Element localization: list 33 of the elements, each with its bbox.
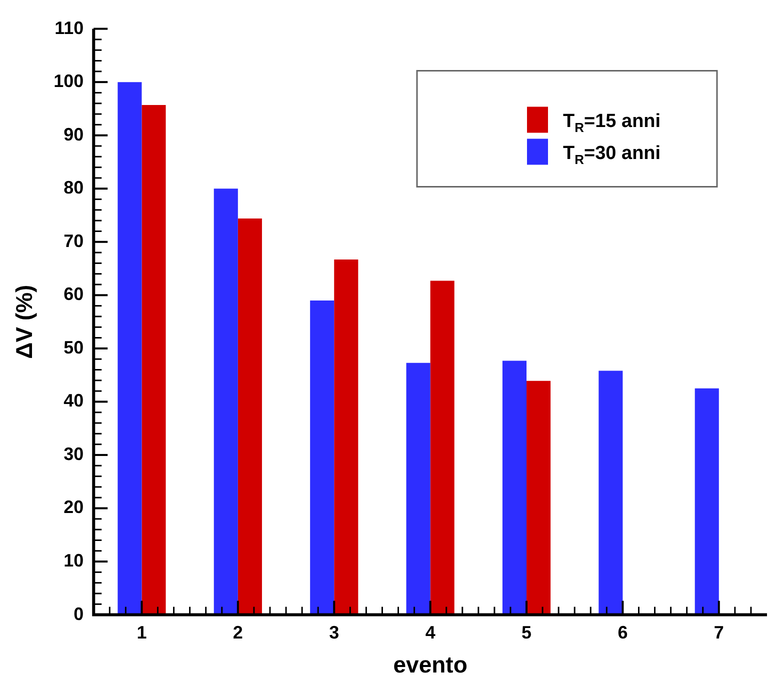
y-tick-label: 20	[64, 497, 84, 518]
y-tick-label: 70	[64, 230, 84, 251]
bar	[118, 82, 142, 615]
x-tick-label: 3	[329, 622, 340, 643]
y-axis-title: ΔV (%)	[11, 284, 38, 359]
bar	[526, 380, 551, 615]
x-tick-label: 4	[425, 622, 436, 643]
x-axis-title: evento	[393, 652, 468, 678]
bar	[214, 188, 238, 615]
y-tick-label: 40	[64, 390, 84, 411]
y-tick-label: 10	[64, 550, 84, 570]
bar	[502, 360, 527, 615]
y-tick-label: 60	[64, 284, 84, 304]
bar	[142, 104, 166, 615]
y-tick-label: 80	[64, 178, 84, 198]
y-tick-label: 0	[74, 604, 84, 624]
bar	[406, 362, 430, 615]
x-tick-label: 2	[232, 622, 243, 643]
bar	[334, 259, 358, 615]
x-tick-label: 5	[522, 622, 532, 643]
bar	[598, 370, 623, 615]
bar	[430, 280, 454, 615]
y-tick-label: 30	[64, 444, 84, 464]
x-tick-label: 1	[136, 622, 147, 643]
y-tick-label: 50	[64, 337, 84, 358]
y-tick-label: 90	[64, 124, 84, 144]
x-tick-label: 7	[714, 622, 724, 643]
bar	[238, 218, 262, 615]
x-tick-label: 6	[618, 622, 628, 643]
bar	[694, 388, 719, 615]
y-tick-label: 100	[54, 71, 84, 92]
bar	[310, 300, 334, 615]
y-tick-label: 110	[54, 18, 84, 38]
